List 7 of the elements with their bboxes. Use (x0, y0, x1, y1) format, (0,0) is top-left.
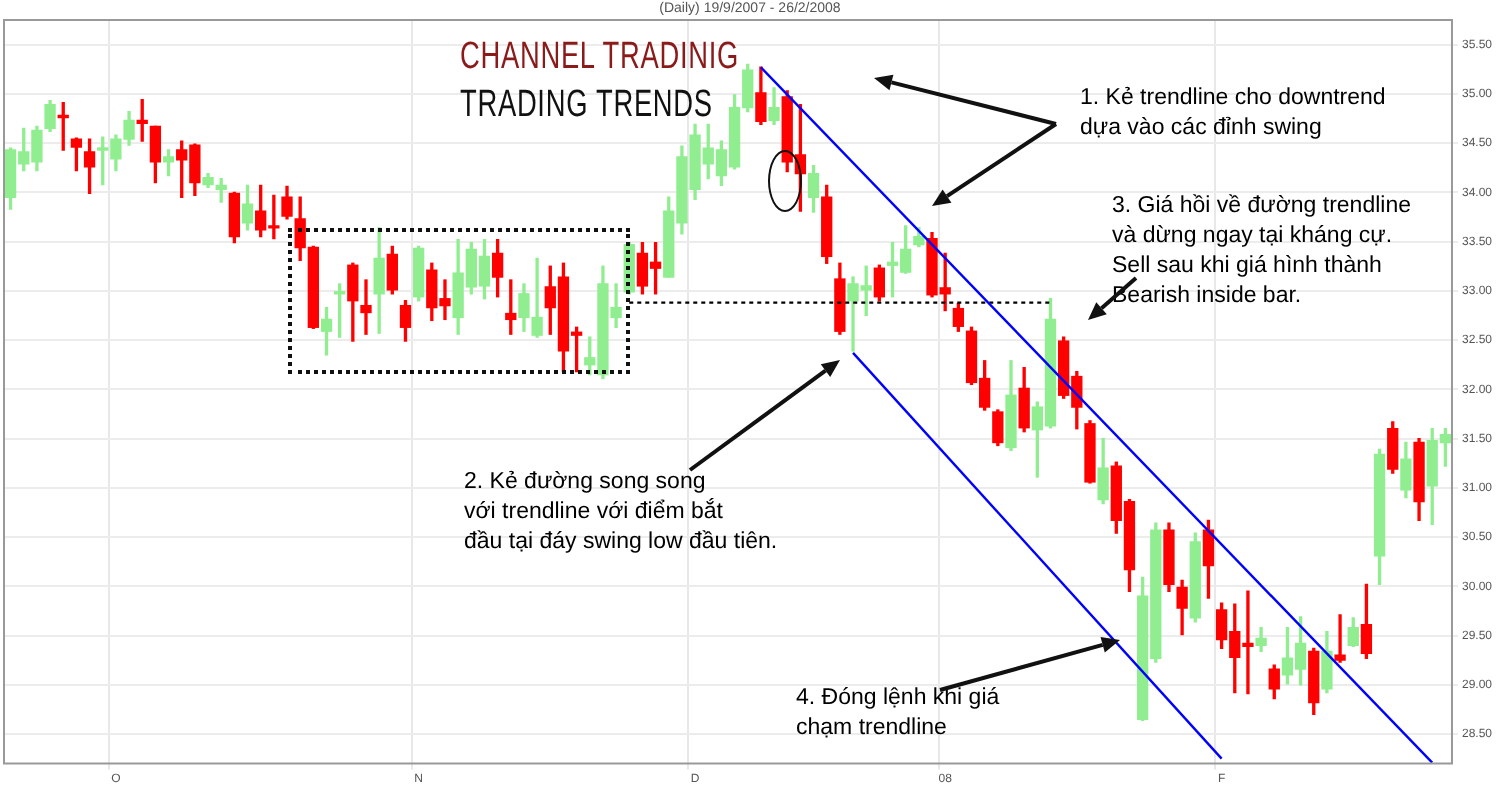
chart-title: CHANNEL TRADINIG (460, 36, 740, 80)
text: TRADING TRENDS (460, 84, 713, 128)
candlestick (360, 279, 372, 335)
annotation: 4. Đóng lệnh khi giá chạm trendline (796, 684, 1000, 744)
annotation: 2. Kẻ đường song song với trendline với điểm bắt đầu tại đáy swing low đầu tiên. (464, 468, 778, 558)
candlestick (1334, 614, 1346, 663)
annotation: 1. Kẻ trendline cho downtrend dựa vào các đỉnh swing (1080, 84, 1386, 144)
